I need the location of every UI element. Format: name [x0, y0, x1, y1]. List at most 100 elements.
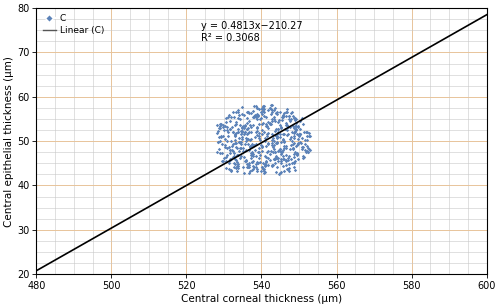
Point	[280, 157, 288, 162]
Point	[259, 104, 267, 109]
Point	[288, 142, 296, 147]
Point	[276, 149, 283, 154]
Point	[305, 134, 313, 139]
Point	[276, 122, 284, 127]
Point	[248, 153, 256, 158]
Point	[278, 157, 285, 162]
Point	[224, 133, 232, 138]
Point	[303, 144, 311, 149]
Point	[238, 136, 246, 141]
Point	[257, 110, 265, 115]
Point	[255, 122, 263, 127]
Point	[256, 130, 264, 135]
Point	[223, 153, 231, 158]
Point	[282, 121, 290, 126]
Point	[278, 117, 286, 122]
Point	[268, 111, 276, 116]
Point	[262, 163, 270, 168]
Point	[274, 165, 281, 170]
Point	[238, 128, 246, 133]
Point	[264, 119, 272, 124]
Point	[292, 116, 300, 121]
Point	[267, 107, 275, 112]
Point	[268, 107, 276, 112]
Point	[253, 129, 261, 134]
Point	[274, 159, 281, 164]
Point	[222, 115, 230, 120]
X-axis label: Central corneal thickness (μm): Central corneal thickness (μm)	[181, 294, 342, 304]
Point	[238, 130, 246, 135]
Point	[283, 166, 291, 171]
Point	[275, 117, 283, 122]
Point	[231, 132, 239, 137]
Point	[235, 136, 243, 141]
Point	[296, 132, 304, 137]
Point	[292, 130, 300, 135]
Point	[247, 137, 255, 142]
Point	[299, 121, 307, 126]
Point	[254, 160, 262, 165]
Point	[292, 127, 300, 132]
Point	[302, 148, 310, 153]
Point	[240, 131, 248, 136]
Point	[248, 114, 256, 119]
Point	[274, 120, 282, 125]
Point	[286, 114, 294, 119]
Point	[260, 121, 268, 126]
Point	[269, 162, 277, 167]
Point	[230, 150, 237, 155]
Point	[228, 130, 236, 135]
Point	[274, 156, 282, 160]
Text: y = 0.4813x−210.27
R² = 0.3068: y = 0.4813x−210.27 R² = 0.3068	[202, 22, 303, 43]
Point	[258, 128, 266, 132]
Point	[292, 129, 300, 134]
Point	[253, 105, 261, 110]
Point	[274, 136, 281, 141]
Point	[278, 152, 285, 157]
Point	[262, 121, 270, 126]
Point	[277, 170, 285, 175]
Point	[252, 112, 260, 117]
Point	[240, 113, 248, 118]
Point	[276, 135, 284, 140]
Point	[285, 168, 293, 173]
Point	[252, 164, 260, 169]
Point	[260, 160, 268, 165]
Point	[260, 107, 268, 111]
Point	[274, 130, 281, 135]
Point	[273, 140, 281, 145]
Point	[216, 122, 224, 127]
Point	[223, 125, 231, 130]
Point	[230, 132, 238, 137]
Point	[232, 140, 240, 145]
Point	[278, 158, 285, 163]
Point	[234, 160, 241, 165]
Point	[226, 157, 234, 162]
Point	[285, 165, 293, 170]
Point	[234, 108, 242, 113]
Point	[274, 127, 282, 132]
Point	[218, 142, 226, 147]
Point	[270, 138, 278, 143]
Point	[303, 137, 311, 142]
Point	[241, 142, 249, 147]
Point	[262, 160, 270, 164]
Point	[276, 149, 284, 154]
Point	[292, 120, 300, 125]
Point	[300, 129, 308, 134]
Point	[280, 156, 287, 161]
Point	[286, 147, 294, 152]
Point	[260, 136, 268, 141]
Point	[250, 159, 258, 164]
Point	[242, 127, 250, 132]
Point	[260, 129, 268, 134]
Point	[238, 131, 246, 136]
Point	[239, 164, 247, 169]
Point	[246, 144, 254, 148]
Point	[238, 105, 246, 110]
Point	[296, 131, 304, 136]
Point	[268, 118, 276, 123]
Point	[293, 132, 301, 136]
Point	[244, 164, 252, 169]
Point	[284, 167, 292, 172]
